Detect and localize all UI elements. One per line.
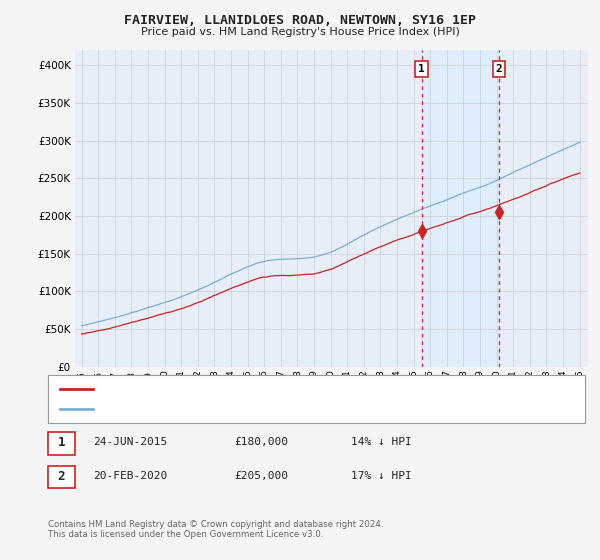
Text: 2: 2 — [496, 64, 502, 74]
Text: £180,000: £180,000 — [234, 437, 288, 447]
Text: 20-FEB-2020: 20-FEB-2020 — [93, 471, 167, 481]
Text: 2: 2 — [58, 469, 65, 483]
Text: FAIRVIEW, LLANIDLOES ROAD, NEWTOWN, SY16 1EP: FAIRVIEW, LLANIDLOES ROAD, NEWTOWN, SY16… — [124, 14, 476, 27]
Text: 14% ↓ HPI: 14% ↓ HPI — [351, 437, 412, 447]
Text: 1: 1 — [418, 64, 425, 74]
Text: Price paid vs. HM Land Registry's House Price Index (HPI): Price paid vs. HM Land Registry's House … — [140, 27, 460, 37]
Text: FAIRVIEW, LLANIDLOES ROAD, NEWTOWN, SY16 1EP (detached house): FAIRVIEW, LLANIDLOES ROAD, NEWTOWN, SY16… — [98, 384, 456, 394]
Bar — [422, 50, 499, 367]
Text: Contains HM Land Registry data © Crown copyright and database right 2024.
This d: Contains HM Land Registry data © Crown c… — [48, 520, 383, 539]
Text: 24-JUN-2015: 24-JUN-2015 — [93, 437, 167, 447]
Text: 17% ↓ HPI: 17% ↓ HPI — [351, 471, 412, 481]
Text: HPI: Average price, detached house, Powys: HPI: Average price, detached house, Powy… — [98, 404, 338, 414]
Text: 1: 1 — [58, 436, 65, 449]
Text: £205,000: £205,000 — [234, 471, 288, 481]
